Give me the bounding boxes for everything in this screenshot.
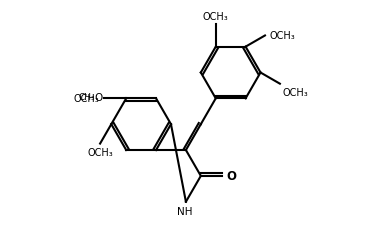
Text: NH: NH <box>177 206 192 216</box>
Text: OCH₃: OCH₃ <box>74 94 99 104</box>
Text: O: O <box>226 170 236 183</box>
Text: O: O <box>94 92 102 102</box>
Text: OCH₃: OCH₃ <box>269 31 295 41</box>
Text: OCH₃: OCH₃ <box>203 12 229 22</box>
Text: CH₃: CH₃ <box>78 93 95 102</box>
Text: OCH₃: OCH₃ <box>283 87 309 97</box>
Text: OCH₃: OCH₃ <box>87 147 113 157</box>
